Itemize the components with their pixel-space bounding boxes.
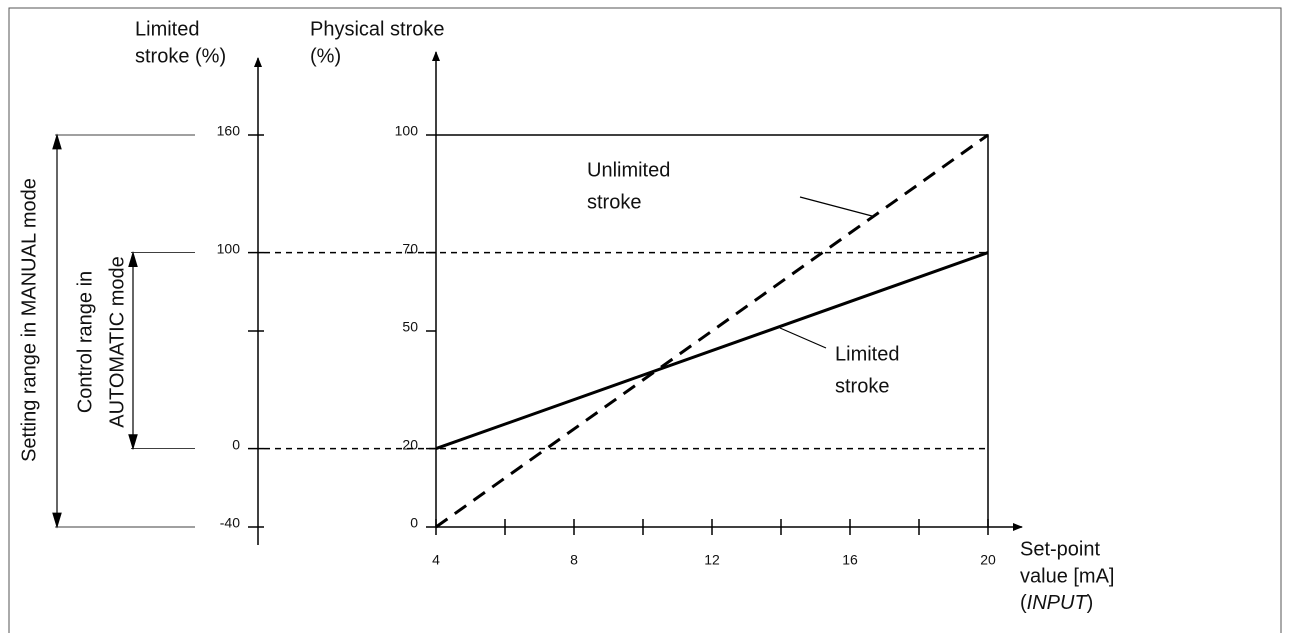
series-line bbox=[435, 251, 989, 451]
x-axis-label-note: (INPUT) bbox=[1020, 592, 1093, 614]
frame bbox=[8, 7, 1282, 633]
y-tick-label: 50 bbox=[402, 319, 418, 335]
range-label: Control range in bbox=[74, 271, 96, 413]
y2-axis-label: Limited bbox=[135, 18, 199, 40]
range-label: AUTOMATIC mode bbox=[106, 256, 128, 428]
x-axis-label-part: INPUT bbox=[1027, 592, 1089, 614]
x-tick-label: 4 bbox=[432, 552, 440, 568]
y2-tick-label: 0 bbox=[232, 436, 240, 452]
series-label-leader bbox=[779, 327, 827, 349]
y-tick-label: 20 bbox=[402, 436, 418, 452]
x-tick-label: 8 bbox=[570, 552, 578, 568]
y-axis-label: (%) bbox=[310, 45, 341, 67]
x-axis-label: Set-point bbox=[1020, 538, 1100, 560]
y2-axis-label: stroke (%) bbox=[135, 45, 226, 67]
series-label: stroke bbox=[587, 191, 641, 213]
y-tick-label: 0 bbox=[410, 515, 418, 531]
range-label: Setting range in MANUAL mode bbox=[18, 178, 40, 462]
y-tick-label: 70 bbox=[402, 240, 418, 256]
x-tick-label: 20 bbox=[980, 552, 996, 568]
y2-tick-label: -40 bbox=[220, 515, 240, 531]
y-tick-label: 100 bbox=[395, 123, 419, 139]
series-label: Limited bbox=[835, 343, 899, 365]
series-label-leader bbox=[799, 196, 873, 217]
y-axis-label: Physical stroke bbox=[310, 18, 445, 40]
series-line bbox=[435, 133, 989, 529]
y2-tick-label: 100 bbox=[217, 240, 241, 256]
x-axis-label: value [mA] bbox=[1020, 565, 1114, 587]
x-axis-label-part: ( bbox=[1020, 592, 1027, 614]
series-label: stroke bbox=[835, 375, 889, 397]
series-label: Unlimited bbox=[587, 159, 670, 181]
y2-tick-label: 160 bbox=[217, 123, 241, 139]
x-axis-label-part: ) bbox=[1087, 592, 1094, 614]
x-tick-label: 16 bbox=[842, 552, 858, 568]
x-tick-label: 12 bbox=[704, 552, 720, 568]
